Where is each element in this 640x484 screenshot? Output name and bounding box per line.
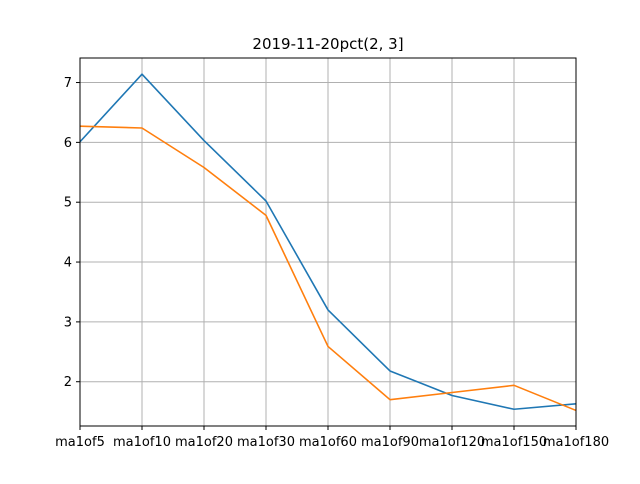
y-axis: 2 3 4 5 6 7 xyxy=(64,76,80,390)
y-tick-label: 5 xyxy=(64,196,72,211)
x-axis: ma1of5 ma1of10 ma1of20 ma1of30 ma1of60 ma1of9… xyxy=(55,426,609,450)
x-tick-label: ma1of180 xyxy=(543,435,609,450)
x-tick-label: ma1of5 xyxy=(55,435,105,450)
x-tick-label: ma1of10 xyxy=(113,435,171,450)
y-tick-label: 7 xyxy=(64,76,72,91)
series-lines xyxy=(80,73,576,412)
y-tick-label: 4 xyxy=(64,256,72,271)
x-tick-label: ma1of30 xyxy=(237,435,295,450)
y-tick-label: 2 xyxy=(64,375,72,390)
y-tick-label: 6 xyxy=(64,136,72,151)
chart-title: 2019-11-20pct(2, 3] xyxy=(252,35,403,53)
x-tick-label: ma1of150 xyxy=(481,435,547,450)
x-tick-label: ma1of120 xyxy=(419,435,485,450)
x-tick-label: ma1of60 xyxy=(299,435,357,450)
y-tick-label: 3 xyxy=(64,315,72,330)
series-line-2 xyxy=(80,125,576,412)
x-tick-label: ma1of90 xyxy=(361,435,419,450)
x-tick-label: ma1of20 xyxy=(175,435,233,450)
series-line-1 xyxy=(80,73,576,411)
grid xyxy=(79,58,577,426)
